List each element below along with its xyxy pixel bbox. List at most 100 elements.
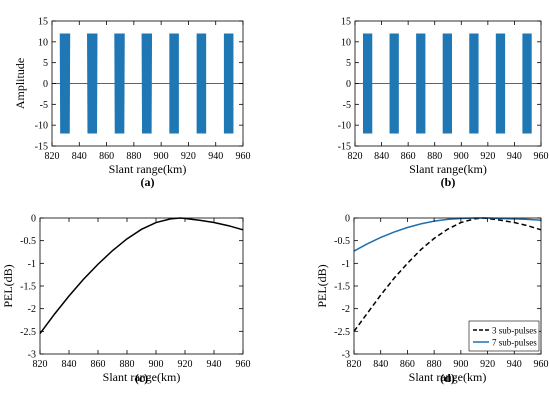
pulse-2 <box>389 33 399 134</box>
pulse-block <box>223 33 234 134</box>
plot-data <box>39 217 244 335</box>
pulse-6 <box>196 33 207 134</box>
x-tick-label: 960 <box>534 359 549 370</box>
plot-data <box>52 33 243 134</box>
pulse-4 <box>442 33 452 134</box>
pulse-block <box>389 33 399 134</box>
x-tick-label: 840 <box>374 151 389 162</box>
pulse-1 <box>362 33 373 134</box>
panel-d: 820 840 860 880 900 920 940 960 0 -0.5 -1 -1.5 -2 -2.… <box>315 214 549 386</box>
x-tick-label: 900 <box>154 151 169 162</box>
x-tick-label: 960 <box>236 359 251 370</box>
series-line-1 <box>39 217 244 335</box>
y-tick-label: -2.5 <box>20 327 36 338</box>
y-tick-label: 5 <box>43 58 48 69</box>
y-axis-label: PEL(dB) <box>1 264 15 307</box>
series-line-2 <box>353 217 542 252</box>
x-tick-label: 900 <box>454 151 469 162</box>
y-tick-label: 15 <box>341 17 351 28</box>
y-tick-label: -5 <box>343 100 351 111</box>
pulse-2 <box>87 33 98 134</box>
y-tick-label: -1 <box>342 259 350 270</box>
legend-label-1: 3 sub-pulses <box>492 326 537 336</box>
x-tick-label: 880 <box>120 359 135 370</box>
x-tick-label: 940 <box>507 151 522 162</box>
x-tick-label: 860 <box>99 151 114 162</box>
plot-data <box>355 33 541 134</box>
x-tick-label: 920 <box>181 151 196 162</box>
y-tick-label: 0 <box>31 214 36 225</box>
y-tick-label: -5 <box>40 100 48 111</box>
y-tick-label: -15 <box>338 142 351 153</box>
pulse-6 <box>495 33 506 134</box>
x-tick-label: 920 <box>480 151 495 162</box>
pulse-block <box>196 33 207 134</box>
pulse-3 <box>114 33 125 134</box>
x-tick-label: 920 <box>480 359 495 370</box>
y-tick-label: 5 <box>346 58 351 69</box>
x-tick-label: 900 <box>453 359 468 370</box>
y-tick-label: -3 <box>342 350 350 361</box>
x-tick-label: 820 <box>33 359 48 370</box>
y-tick-label: 10 <box>341 37 351 48</box>
legend: 3 sub-pulses 7 sub-pulses <box>468 320 540 352</box>
axes-frame <box>39 217 244 355</box>
x-tick-label: 940 <box>207 359 222 370</box>
y-tick-label: -10 <box>338 121 351 132</box>
pulse-block <box>469 33 479 134</box>
series-line-1 <box>353 217 542 332</box>
y-tick-label: 15 <box>38 17 48 28</box>
y-axis-label: PEL(dB) <box>315 264 329 307</box>
pulse-3 <box>416 33 426 134</box>
pulse-block <box>522 33 532 134</box>
y-tick-label: 10 <box>38 37 48 48</box>
pulse-core <box>89 33 95 134</box>
x-tick-label: 840 <box>62 359 77 370</box>
x-tick-label: 840 <box>373 359 388 370</box>
x-tick-label: 880 <box>427 359 442 370</box>
y-tick-label: -1.5 <box>20 282 36 293</box>
legend-box <box>468 320 540 352</box>
panel-label: (a) <box>141 175 155 189</box>
x-tick-label: 820 <box>347 359 362 370</box>
pulse-5 <box>469 33 479 134</box>
x-tick-label: 940 <box>507 359 522 370</box>
y-tick-label: 0 <box>345 214 350 225</box>
pulse-block <box>442 33 452 134</box>
pulse-core <box>62 33 68 134</box>
pulse-block <box>169 33 179 134</box>
pulse-core <box>116 33 123 134</box>
y-tick-label: -0.5 <box>20 236 36 247</box>
y-tick-label: 0 <box>346 79 351 90</box>
panel-a: 820 840 860 880 900 920 940 960 15 10 5 0 -5 -10 -15 Sl… <box>13 17 251 190</box>
pulse-1 <box>59 33 71 134</box>
y-tick-label: -0.5 <box>334 236 350 247</box>
pulse-7 <box>223 33 234 134</box>
y-tick-label: -10 <box>35 121 48 132</box>
panel-label: (c) <box>135 371 148 385</box>
panel-b: 820 840 860 880 900 920 940 960 15 10 5 0 -5 -10 -15 Sl… <box>338 17 549 190</box>
pulse-core <box>144 33 150 134</box>
x-axis-label: Slant range(km) <box>409 162 487 176</box>
y-tick-label: -2.5 <box>334 327 350 338</box>
x-tick-label: 880 <box>427 151 442 162</box>
y-tick-label: -1 <box>28 259 36 270</box>
x-tick-label: 880 <box>126 151 141 162</box>
pulse-7 <box>522 33 532 134</box>
y-tick-label: -1.5 <box>334 282 350 293</box>
x-tick-label: 860 <box>401 151 416 162</box>
x-tick-label: 860 <box>400 359 415 370</box>
x-tick-label: 960 <box>236 151 251 162</box>
plot-data <box>353 217 542 332</box>
pulse-5 <box>169 33 179 134</box>
x-tick-label: 900 <box>149 359 164 370</box>
x-axis-label: Slant range(km) <box>409 370 487 384</box>
legend-label-2: 7 sub-pulses <box>492 338 537 348</box>
x-axis-label: Slant range(km) <box>103 370 181 384</box>
x-tick-label: 820 <box>45 151 60 162</box>
panel-label: (b) <box>441 175 456 189</box>
pulse-block <box>362 33 373 134</box>
y-tick-label: 0 <box>43 79 48 90</box>
y-tick-label: -2 <box>28 304 36 315</box>
